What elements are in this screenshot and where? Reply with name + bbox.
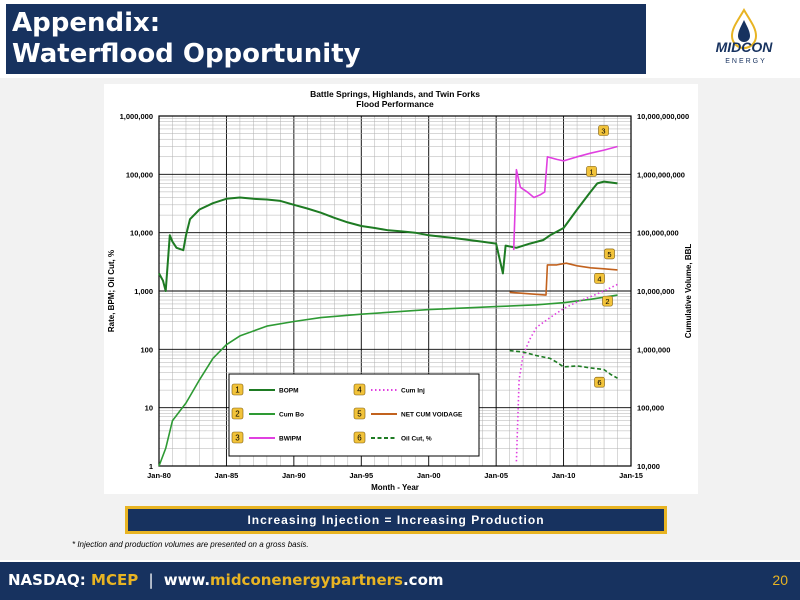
y-left-tick-label: 1,000,000 [120, 112, 153, 121]
y-left-tick-label: 100,000 [126, 170, 153, 179]
footnote: * Injection and production volumes are p… [72, 540, 309, 549]
y-right-tick-label: 100,000,000 [637, 229, 679, 238]
legend-label: Oil Cut, % [401, 436, 432, 443]
svg-text:MIDCON: MIDCON [716, 39, 774, 55]
callout-badge [604, 248, 615, 260]
x-tick-label: Jan-90 [282, 471, 306, 480]
chart-subtitle: Flood Performance [356, 99, 434, 109]
y-left-tick-label: 10,000 [130, 229, 153, 238]
plot-border [158, 115, 632, 467]
callout-badge [594, 376, 605, 388]
legend-badge [231, 407, 244, 420]
legend-label: BOPM [279, 388, 299, 395]
x-tick-label: Jan-15 [619, 471, 643, 480]
chart-title: Battle Springs, Highlands, and Twin Fork… [310, 89, 480, 99]
title-line2: Waterflood Opportunity [12, 39, 361, 69]
legend-number: 4 [357, 386, 362, 395]
legend-badge [231, 431, 244, 444]
midcon-logo: MIDCON ENERGY [716, 8, 774, 65]
page-number: 20 [772, 572, 788, 588]
legend-number: 3 [235, 434, 240, 443]
slide-header: Appendix: Waterflood Opportunity MIDCON … [0, 0, 800, 78]
x-tick-label: Jan-95 [349, 471, 373, 480]
x-tick-label: Jan-10 [552, 471, 576, 480]
callout-badge [586, 166, 597, 177]
legend-number: 2 [235, 410, 240, 419]
title-line1: Appendix: [12, 8, 161, 38]
nasdaq-label: NASDAQ: [8, 571, 86, 589]
url-brand: midconenergypartners [210, 571, 403, 589]
y-right-tick-label: 1,000,000 [637, 345, 670, 354]
x-tick-label: Jan-80 [147, 471, 171, 480]
legend-number: 1 [235, 386, 240, 395]
svg-text:ENERGY: ENERGY [725, 58, 767, 65]
y-right-tick-label: 10,000,000,000 [637, 112, 689, 121]
series-line-net-cum-voidage [509, 262, 618, 296]
callout-badge [602, 295, 613, 307]
callout-number: 1 [589, 167, 593, 176]
legend-number: 6 [357, 434, 362, 443]
series-line-bwipm [512, 145, 618, 251]
y-right-tick-label: 10,000 [637, 462, 660, 471]
url-prefix: www. [163, 571, 211, 589]
callout-badge [594, 273, 605, 284]
legend-badge [353, 431, 366, 444]
legend-badge [353, 383, 366, 396]
ticker: MCEP [91, 571, 139, 589]
x-tick-label: Jan-85 [215, 471, 239, 480]
legend-number: 5 [357, 410, 362, 419]
flood-performance-chart: Battle Springs, Highlands, and Twin Fork… [104, 84, 698, 494]
url-suffix: .com [402, 571, 444, 589]
x-axis-label: Month - Year [371, 483, 419, 492]
legend-label: BWIPM [279, 436, 301, 443]
legend-label: NET CUM VOIDAGE [401, 412, 463, 419]
y-left-tick-label: 10 [145, 404, 153, 413]
y-left-tick-label: 1,000 [134, 287, 153, 296]
injection-banner: Increasing Injection = Increasing Produc… [125, 506, 667, 534]
callout-number: 3 [601, 127, 605, 136]
series-line-cum-bo [158, 294, 618, 467]
series-line-bopm [158, 180, 618, 292]
y-right-tick-label: 10,000,000 [637, 287, 675, 296]
y-right-tick-label: 100,000 [637, 404, 664, 413]
title-box: Appendix: Waterflood Opportunity [6, 4, 646, 74]
footer-text: NASDAQ: MCEP | www.midconenergypartners.… [8, 571, 444, 589]
legend-badge [231, 383, 244, 396]
y-left-tick-label: 100 [140, 345, 153, 354]
callout-number: 5 [607, 250, 611, 259]
y-left-tick-label: 1 [149, 462, 153, 471]
series-line-cum-inj [515, 283, 618, 462]
callout-badge [598, 125, 609, 136]
slide-footer: NASDAQ: MCEP | www.midconenergypartners.… [0, 562, 800, 600]
legend-badge [353, 407, 366, 420]
series-line-oil-cut [509, 349, 618, 379]
callout-number: 6 [597, 378, 601, 387]
divider: | [148, 571, 154, 589]
callout-number: 4 [597, 274, 601, 283]
callout-number: 2 [605, 297, 609, 306]
legend-label: Cum Bo [279, 412, 304, 419]
y-right-tick-label: 1,000,000,000 [637, 170, 685, 179]
legend-label: Cum Inj [401, 388, 425, 395]
y-left-axis-label: Rate, BPM; Oil Cut, % [107, 250, 116, 332]
x-tick-label: Jan-00 [417, 471, 441, 480]
y-right-axis-label: Cumulative Volume, BBL [684, 244, 693, 339]
x-tick-label: Jan-05 [484, 471, 508, 480]
